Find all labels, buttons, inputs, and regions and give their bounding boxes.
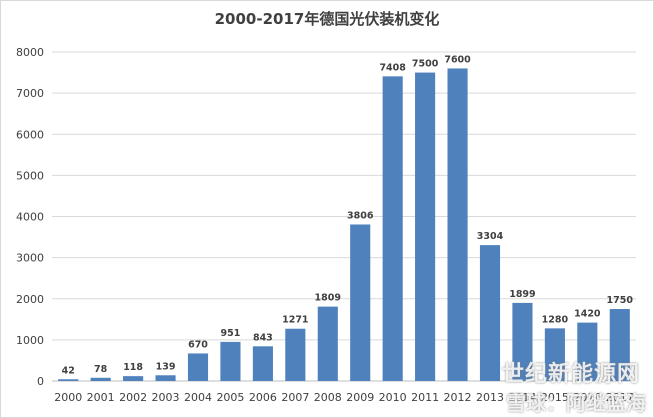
x-tick-label: 2007 [281,391,309,404]
y-tick-label: 8000 [16,46,44,59]
bar [123,376,144,381]
x-tick-label: 2008 [314,391,342,404]
data-label: 1899 [509,289,535,300]
data-label: 7408 [379,62,406,73]
y-tick-label: 1000 [16,334,44,347]
watermark-author-text: 雪球：阿继蓝海 [506,391,646,415]
data-label: 7600 [444,54,471,65]
bar [220,341,241,381]
bar [577,322,598,381]
y-tick-label: 5000 [16,169,44,182]
x-tick-label: 2004 [184,391,212,404]
data-label: 139 [156,361,176,372]
bar [90,377,111,381]
x-tick-label: 2001 [87,391,115,404]
data-label: 3806 [347,210,374,221]
bar [512,302,533,381]
x-tick-label: 2005 [216,391,244,404]
data-label: 843 [253,332,273,343]
x-tick-label: 2002 [119,391,147,404]
bar [609,309,630,381]
chart-title: 2000-2017年德国光伏装机变化 [214,10,440,28]
y-tick-label: 7000 [16,87,44,100]
y-tick-label: 2000 [16,293,44,306]
bar [155,375,176,381]
data-label: 951 [221,328,241,339]
x-tick-label: 2015 [541,391,569,404]
data-label: 1280 [542,314,569,325]
data-label: 118 [123,362,143,373]
data-label: 42 [62,365,75,376]
data-label: 1809 [315,293,341,304]
bar [382,76,403,381]
bar [350,224,371,381]
x-tick-label: 2016 [573,391,601,404]
x-tick-label: 2017 [606,391,634,404]
y-tick-label: 0 [37,375,44,388]
bar [544,328,565,381]
data-label: 78 [94,364,108,375]
bar [252,346,273,381]
bar [317,306,338,381]
data-label: 3304 [477,231,504,242]
bar [285,328,306,381]
x-tick-label: 2011 [411,391,439,404]
data-label: 7500 [412,59,439,70]
data-label: 1420 [574,309,601,320]
x-tick-label: 2014 [508,391,536,404]
x-tick-label: 2006 [249,391,277,404]
y-tick-label: 6000 [16,128,44,141]
watermark-site-text: 世纪新能源网 [501,362,640,387]
bar [447,68,468,381]
x-tick-label: 2003 [152,391,180,404]
y-tick-label: 4000 [16,211,44,224]
bar [415,72,436,381]
y-tick-label: 3000 [16,252,44,265]
x-tick-label: 2013 [476,391,504,404]
bar [187,353,209,381]
bar [479,245,501,381]
x-tick-label: 2009 [346,391,374,404]
x-tick-label: 2000 [54,391,82,404]
data-label: 1271 [282,315,308,326]
data-label: 670 [188,339,208,350]
data-label: 1750 [607,295,634,306]
x-tick-label: 2010 [379,391,407,404]
bar [58,379,79,381]
x-tick-label: 2012 [444,391,472,404]
